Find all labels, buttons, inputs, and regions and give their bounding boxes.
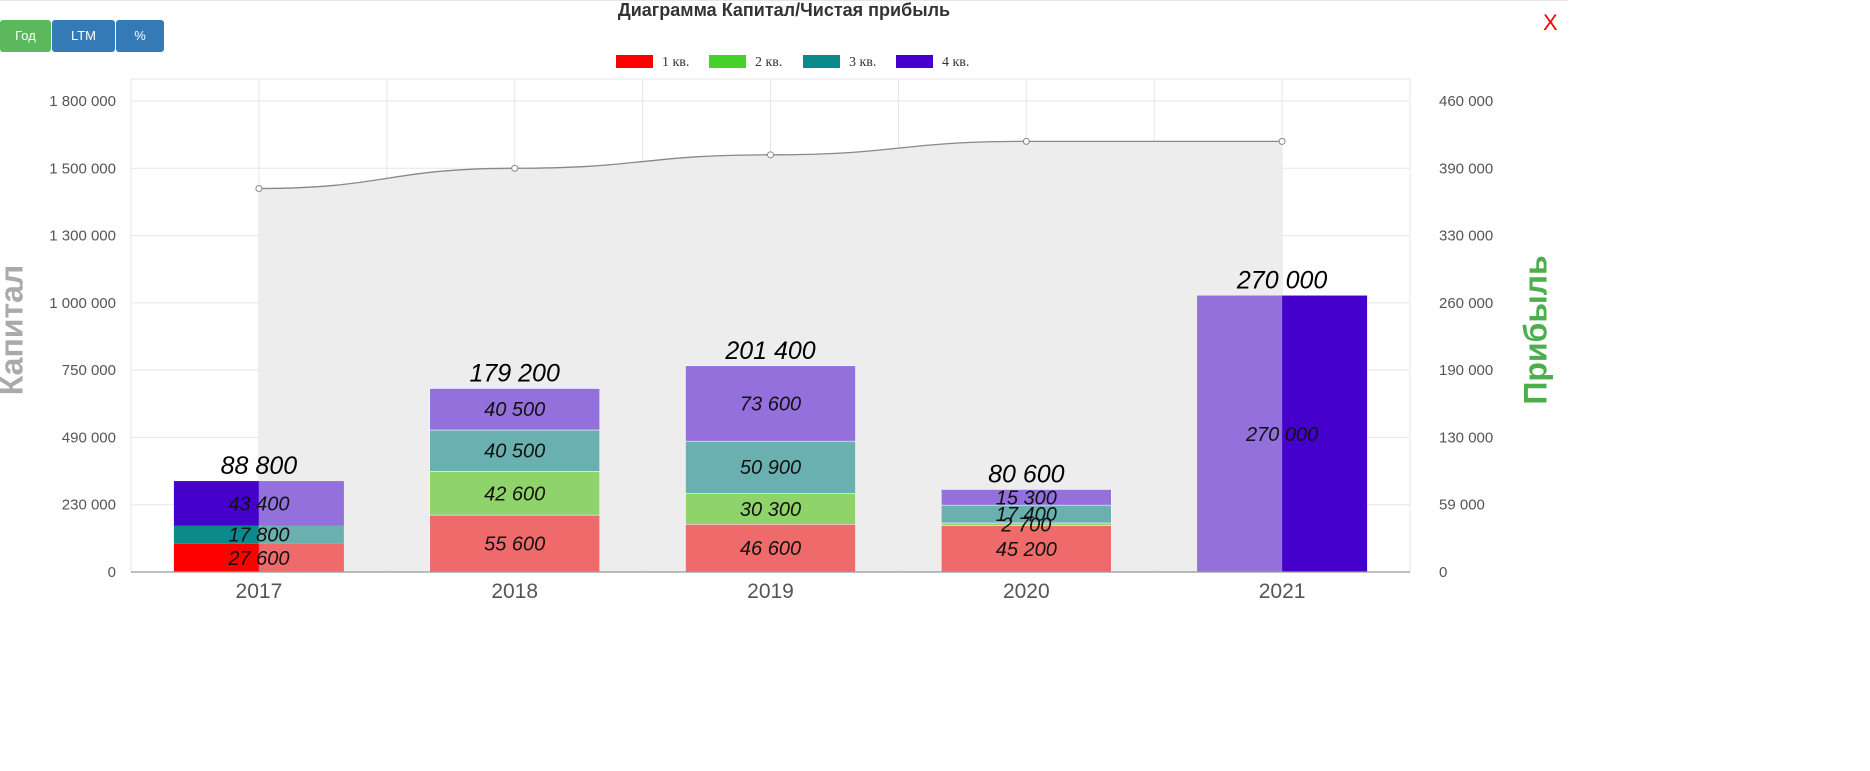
legend-label-q1: 1 кв. bbox=[662, 55, 690, 70]
segment-value-label: 42 600 bbox=[484, 483, 545, 505]
legend-swatch-q4 bbox=[896, 55, 933, 68]
legend-swatch-q3 bbox=[803, 55, 840, 68]
capital-point bbox=[1278, 137, 1286, 145]
right-tick-label: 130 000 bbox=[1439, 429, 1493, 446]
bar-segment bbox=[941, 489, 1112, 506]
segment-value-label: 46 600 bbox=[740, 538, 801, 560]
right-tick-label: 59 000 bbox=[1439, 497, 1485, 514]
capital-point bbox=[511, 164, 519, 172]
segment-value-label: 17 400 bbox=[996, 504, 1057, 526]
segment-value-label: 2 700 bbox=[1000, 514, 1051, 536]
right-tick-label: 460 000 bbox=[1439, 93, 1493, 110]
total-value-label: 201 400 bbox=[724, 337, 815, 365]
segment-value-label: 50 900 bbox=[740, 457, 801, 479]
segment-value-label: 40 500 bbox=[484, 441, 545, 463]
x-tick-label: 2019 bbox=[747, 580, 794, 603]
segment-value-label: 43 400 bbox=[228, 493, 289, 515]
bar-segment-right bbox=[1282, 295, 1368, 572]
year-button[interactable]: Год bbox=[0, 20, 51, 52]
bar-segment-left bbox=[173, 481, 259, 526]
left-tick-label: 230 000 bbox=[62, 497, 116, 514]
total-value-label: 80 600 bbox=[988, 460, 1065, 488]
bar-segment-right bbox=[258, 525, 344, 544]
bar-segment bbox=[685, 365, 856, 442]
left-tick-label: 0 bbox=[108, 564, 116, 581]
right-tick-label: 0 bbox=[1439, 564, 1447, 581]
bar-segment bbox=[429, 471, 600, 516]
x-tick-label: 2017 bbox=[236, 580, 283, 603]
legend-label-q4: 4 кв. bbox=[942, 55, 970, 70]
chart-legend: 1 кв. 2 кв. 3 кв. 4 кв. bbox=[0, 54, 1568, 74]
chart-title: Диаграмма Капитал/Чистая прибыль bbox=[617, 0, 951, 20]
bar-segment bbox=[685, 493, 856, 525]
left-tick-label: 1 800 000 bbox=[49, 93, 116, 110]
period-toolbar: Год LTM % bbox=[0, 20, 164, 52]
bar-segment bbox=[685, 524, 856, 573]
percent-button[interactable]: % bbox=[116, 20, 164, 52]
total-value-label: 270 000 bbox=[1236, 267, 1327, 295]
bar-segment-right bbox=[258, 481, 344, 526]
legend-swatch-q1 bbox=[616, 55, 653, 68]
chart-plot: 0 0 230 000 59 000 490 000 130 000 750 000 190 … bbox=[49, 78, 1493, 603]
capital-point bbox=[1022, 137, 1030, 145]
capital-point bbox=[767, 151, 774, 159]
left-tick-label: 750 000 bbox=[62, 362, 116, 379]
right-tick-label: 260 000 bbox=[1439, 295, 1493, 312]
capital-point bbox=[255, 184, 263, 192]
segment-value-label: 55 600 bbox=[484, 534, 545, 556]
x-tick-label: 2020 bbox=[1003, 580, 1050, 603]
left-tick-label: 1 300 000 bbox=[49, 228, 116, 245]
segment-value-label: 73 600 bbox=[740, 393, 801, 415]
right-tick-label: 190 000 bbox=[1439, 362, 1493, 379]
bar-segment bbox=[429, 388, 600, 431]
left-tick-label: 1 500 000 bbox=[49, 160, 116, 177]
bar-segment bbox=[941, 525, 1112, 573]
top-border bbox=[0, 0, 1568, 1]
x-tick-label: 2021 bbox=[1259, 580, 1306, 603]
total-value-label: 88 800 bbox=[221, 452, 298, 480]
legend-label-q3: 3 кв. bbox=[849, 55, 877, 70]
bar-segment bbox=[429, 429, 600, 472]
total-value-label: 179 200 bbox=[470, 360, 560, 388]
segment-value-label: 17 800 bbox=[228, 525, 289, 547]
bar-segment-right bbox=[258, 543, 344, 572]
bar-segment-left bbox=[1197, 295, 1283, 572]
left-tick-label: 1 000 000 bbox=[49, 295, 116, 312]
right-tick-label: 390 000 bbox=[1439, 160, 1493, 177]
segment-value-label: 40 500 bbox=[484, 399, 545, 421]
legend-label-q2: 2 кв. bbox=[755, 55, 783, 70]
segment-value-label: 30 300 bbox=[740, 499, 801, 521]
left-tick-label: 490 000 bbox=[62, 429, 116, 446]
segment-value-label: 15 300 bbox=[996, 487, 1057, 509]
bar-segment-left bbox=[173, 525, 259, 544]
close-icon[interactable]: X bbox=[1543, 10, 1558, 35]
segment-value-label: 27 600 bbox=[227, 548, 289, 570]
bar-segment bbox=[429, 514, 600, 573]
right-tick-label: 330 000 bbox=[1439, 228, 1493, 245]
bar-segment-left bbox=[173, 543, 259, 572]
legend-swatch-q2 bbox=[709, 55, 746, 68]
segment-value-label: 45 200 bbox=[996, 539, 1057, 561]
ltm-button[interactable]: LTM bbox=[52, 20, 115, 52]
segment-value-label: 270 000 bbox=[1245, 424, 1318, 446]
bar-segment bbox=[685, 440, 856, 494]
x-tick-label: 2018 bbox=[491, 580, 538, 603]
